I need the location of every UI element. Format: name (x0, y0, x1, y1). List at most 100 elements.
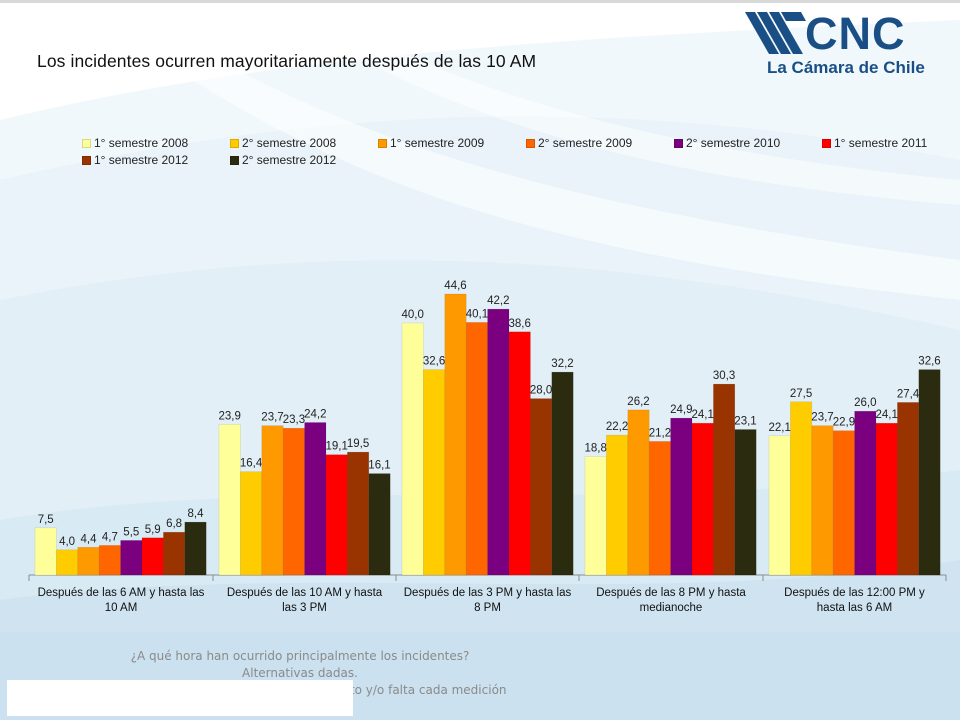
data-label: 44,6 (444, 280, 466, 292)
legend-label: 1° semestre 2008 (94, 136, 189, 150)
category-label: Después de las 8 PM y hasta (596, 587, 746, 599)
bar (141, 537, 164, 576)
category-label: Después de las 6 AM y hasta las (38, 587, 205, 599)
data-label: 30,3 (713, 370, 735, 382)
legend-swatch (822, 138, 831, 148)
data-label: 8,4 (188, 508, 205, 520)
bar (282, 427, 305, 576)
data-label: 27,4 (897, 388, 920, 400)
data-label: 26,2 (627, 396, 649, 408)
legend-item: 2° semestre 2012 (230, 152, 336, 168)
bar (508, 331, 531, 576)
legend-item: 1° semestre 2009 (378, 135, 484, 151)
bar (304, 422, 327, 576)
data-label: 22,1 (769, 422, 791, 434)
legend-label: 1° semestre 2011 (834, 136, 928, 150)
data-label: 32,6 (423, 356, 445, 368)
category-label: medianoche (640, 602, 703, 614)
category-label: Después de las 12:00 PM y (784, 587, 925, 599)
data-label: 42,2 (487, 295, 509, 307)
data-label: 16,1 (368, 460, 390, 472)
data-label: 19,5 (347, 438, 369, 450)
bar (465, 322, 488, 576)
data-label: 22,2 (606, 421, 628, 433)
category-label: las 3 PM (282, 602, 327, 614)
category-label: 8 PM (474, 602, 501, 614)
footer-blank-box (7, 680, 353, 716)
bar (487, 308, 510, 576)
bar (918, 369, 941, 576)
category-label: 10 AM (105, 602, 138, 614)
data-label: 7,5 (38, 514, 54, 526)
bar (606, 434, 629, 576)
bar (218, 424, 241, 576)
bar (551, 371, 574, 576)
footnote-question: ¿A qué hora han ocurrido principalmente … (130, 649, 470, 663)
bar (627, 409, 650, 576)
data-label: 23,1 (734, 416, 756, 428)
legend-swatch (526, 138, 535, 148)
data-label: 24,1 (876, 409, 898, 421)
bar (854, 410, 877, 576)
bar-chart: 7,5 4,0 4,4 4,7 5,5 5,9 6,8 8,4 Después de las 6… (28, 280, 947, 614)
bar (163, 531, 186, 576)
legend-swatch (674, 138, 683, 148)
bar (184, 521, 207, 576)
legend-label: 2° semestre 2009 (538, 136, 633, 150)
legend-item: 2° semestre 2009 (526, 135, 632, 151)
legend-item: 1° semestre 2011 (822, 135, 927, 151)
data-label: 23,7 (811, 412, 833, 424)
top-border-line (0, 0, 960, 3)
legend-item: 2° semestre 2010 (674, 135, 780, 151)
bar (34, 527, 57, 576)
legend-swatch (230, 138, 239, 148)
legend-label: 1° semestre 2012 (94, 153, 189, 167)
bar (98, 545, 121, 576)
legend-item: 2° semestre 2008 (230, 135, 336, 151)
bar (875, 422, 898, 576)
legend-label: 1° semestre 2009 (390, 136, 485, 150)
bar (347, 451, 370, 576)
legend-label: 2° semestre 2008 (242, 136, 337, 150)
data-label: 32,2 (551, 358, 573, 370)
data-label: 27,5 (790, 388, 812, 400)
bar (56, 549, 79, 576)
legend-swatch (378, 138, 387, 148)
data-label: 23,3 (283, 414, 305, 426)
bar (584, 456, 607, 576)
bar (670, 417, 693, 576)
bar (691, 422, 714, 576)
legend-swatch (82, 155, 91, 165)
data-label: 22,9 (833, 417, 855, 429)
legend-item: 1° semestre 2012 (82, 152, 188, 168)
bar (713, 383, 736, 576)
data-label: 24,1 (692, 409, 714, 421)
bar (768, 435, 791, 576)
bar (790, 401, 813, 576)
data-label: 24,9 (670, 404, 692, 416)
bar (648, 441, 671, 576)
category-label: Después de las 3 PM y hasta las (404, 587, 572, 599)
data-label: 23,7 (261, 412, 283, 424)
slide-title: Los incidentes ocurren mayoritariamente … (37, 51, 537, 71)
logo-wordmark: CNC (805, 8, 906, 59)
category-label: hasta las 6 AM (817, 602, 892, 614)
legend-swatch (82, 138, 91, 148)
bar (897, 402, 920, 576)
data-label: 21,2 (649, 427, 671, 439)
data-label: 40,1 (466, 308, 488, 320)
bar (734, 429, 757, 576)
bar (120, 540, 143, 576)
bar (811, 425, 834, 576)
bar (832, 430, 855, 576)
data-label: 4,0 (59, 536, 75, 548)
data-label: 4,7 (102, 531, 118, 543)
data-label: 16,4 (240, 458, 263, 470)
legend-swatch (230, 155, 239, 165)
bar (325, 454, 348, 576)
bar (530, 398, 553, 576)
data-label: 24,2 (304, 409, 326, 421)
bar (261, 425, 284, 576)
data-label: 28,0 (530, 385, 552, 397)
logo-subtitle: La Cámara de Chile (767, 58, 925, 77)
